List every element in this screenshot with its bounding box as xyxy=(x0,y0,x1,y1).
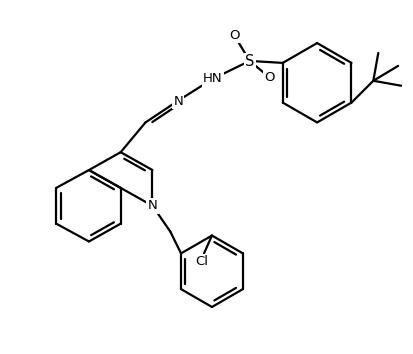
Text: S: S xyxy=(244,55,254,69)
Text: Cl: Cl xyxy=(195,255,208,268)
Text: O: O xyxy=(229,29,240,42)
Text: N: N xyxy=(147,199,157,212)
Text: O: O xyxy=(263,71,274,84)
Text: HN: HN xyxy=(203,72,222,85)
Text: N: N xyxy=(173,95,183,108)
